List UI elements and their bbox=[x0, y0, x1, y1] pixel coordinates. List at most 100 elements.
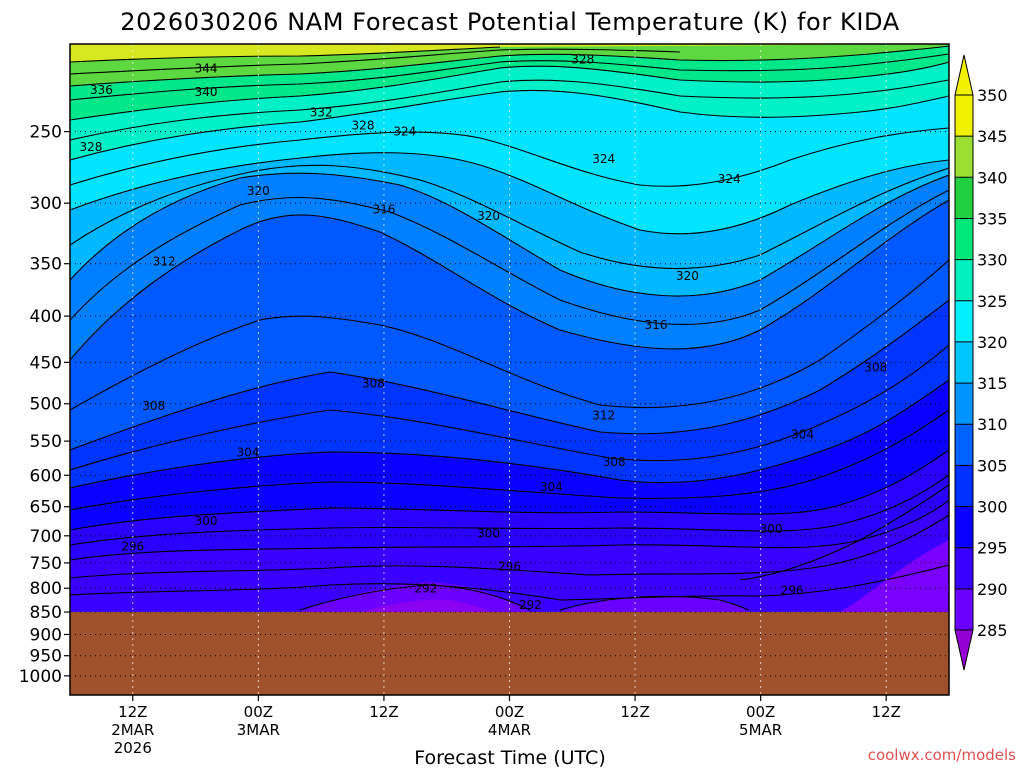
x-tick-label: 12Z bbox=[872, 703, 901, 721]
contour-label: 324 bbox=[393, 125, 416, 139]
y-tick-label: 650 bbox=[30, 498, 62, 518]
colorbar-label: 305 bbox=[977, 456, 1008, 475]
contour-label: 292 bbox=[519, 598, 542, 612]
colorbar-top-arrow bbox=[954, 54, 974, 96]
colorbar-segment bbox=[955, 588, 973, 630]
contour-label: 340 bbox=[195, 85, 218, 99]
x-tick-label: 12Z bbox=[369, 703, 398, 721]
colorbar-segment bbox=[955, 136, 973, 178]
cold-pool-4 bbox=[840, 540, 949, 612]
chart-title: 2026030206 NAM Forecast Potential Temper… bbox=[120, 8, 899, 36]
contour-label: 296 bbox=[121, 539, 144, 553]
contour-label: 312 bbox=[592, 408, 615, 422]
contour-label: 312 bbox=[153, 254, 176, 268]
cold-pool-2 bbox=[360, 599, 490, 612]
vertical-grid bbox=[132, 44, 887, 695]
contour-label: 320 bbox=[676, 269, 699, 283]
contour-label: 316 bbox=[372, 203, 395, 217]
x-tick-label: 00Z bbox=[244, 703, 273, 721]
x-tick-label: 5MAR bbox=[739, 721, 782, 739]
x-tick-label: 00Z bbox=[746, 703, 775, 721]
colorbar-label: 290 bbox=[977, 580, 1008, 599]
y-tick-label: 950 bbox=[30, 647, 62, 667]
x-axis-label: Forecast Time (UTC) bbox=[414, 747, 605, 768]
contour-label: 304 bbox=[791, 428, 814, 442]
contour-label: 300 bbox=[477, 527, 500, 541]
colorbar-segment bbox=[955, 95, 973, 137]
credit-text: coolwx.com/models bbox=[868, 746, 1016, 764]
colorbar-segment bbox=[955, 300, 973, 342]
contour-label: 296 bbox=[781, 584, 804, 598]
x-tick-label: 4MAR bbox=[488, 721, 531, 739]
y-tick-label: 800 bbox=[30, 579, 62, 599]
contour-label: 308 bbox=[362, 377, 385, 391]
contour-labels: 344 336 340 332 328 324 328 328 324 324 320 316 320 3… bbox=[79, 52, 887, 612]
contour-label: 300 bbox=[195, 514, 218, 528]
contour-label: 320 bbox=[247, 184, 270, 198]
colorbar-segment bbox=[955, 218, 973, 260]
colorbar-label: 335 bbox=[977, 209, 1008, 228]
x-tick-label: 3MAR bbox=[237, 721, 280, 739]
contour-label: 324 bbox=[592, 152, 615, 166]
y-tick-label: 250 bbox=[30, 123, 62, 143]
y-axis: 2503003504004505005506006507007508008509… bbox=[19, 123, 70, 687]
contour-label: 328 bbox=[352, 118, 375, 132]
colorbar-label: 340 bbox=[977, 168, 1008, 187]
contour-label: 304 bbox=[540, 480, 563, 494]
y-tick-label: 450 bbox=[30, 353, 62, 373]
y-tick-label: 850 bbox=[30, 603, 62, 623]
contour-label: 324 bbox=[718, 172, 741, 186]
y-tick-label: 500 bbox=[30, 395, 62, 415]
contour-label: 304 bbox=[236, 445, 259, 459]
cold-pool-3 bbox=[560, 595, 748, 612]
colorbar-bottom-arrow bbox=[954, 629, 974, 671]
colorbar-segment bbox=[955, 341, 973, 384]
contour-lines bbox=[70, 45, 949, 611]
y-tick-label: 1000 bbox=[19, 667, 62, 687]
colorbar-label: 325 bbox=[977, 292, 1008, 311]
contour-label: 308 bbox=[142, 399, 165, 413]
y-tick-label: 300 bbox=[30, 194, 62, 214]
colorbar-label: 310 bbox=[977, 415, 1008, 434]
colorbar-label: 315 bbox=[977, 374, 1008, 393]
contour-label: 328 bbox=[571, 52, 594, 66]
colorbar-label: 285 bbox=[977, 621, 1008, 640]
contour-label: 300 bbox=[760, 522, 783, 536]
contour-label: 320 bbox=[477, 209, 500, 223]
colorbar-label: 330 bbox=[977, 251, 1008, 270]
colorbar-label: 320 bbox=[977, 333, 1008, 352]
colorbar: 285 290 295 300 305 310 315 320 325 330 335 340 345 3… bbox=[954, 54, 1008, 671]
plot-area: 344 336 340 332 328 324 328 328 324 324 320 316 320 3… bbox=[70, 44, 949, 695]
y-tick-label: 700 bbox=[30, 527, 62, 547]
colorbar-segment bbox=[955, 177, 973, 219]
colorbar-segment bbox=[955, 547, 973, 589]
colorbar-label: 300 bbox=[977, 498, 1008, 517]
colorbar-label: 350 bbox=[977, 86, 1008, 105]
contour-label: 308 bbox=[864, 361, 887, 375]
contour-label: 308 bbox=[603, 455, 626, 469]
contour-label: 292 bbox=[414, 582, 437, 596]
x-tick-label: 2026 bbox=[114, 739, 152, 757]
band-344 bbox=[70, 44, 949, 62]
x-tick-label: 2MAR bbox=[111, 721, 154, 739]
colorbar-segment bbox=[955, 383, 973, 425]
ground-terrain bbox=[70, 612, 949, 695]
y-tick-label: 350 bbox=[30, 255, 62, 275]
cold-pool-1 bbox=[300, 582, 530, 612]
contour-label: 344 bbox=[195, 62, 218, 76]
y-tick-label: 600 bbox=[30, 466, 62, 486]
contour-label: 332 bbox=[310, 105, 333, 119]
contour-label: 328 bbox=[79, 140, 102, 154]
y-tick-label: 550 bbox=[30, 432, 62, 452]
colorbar-segment bbox=[955, 465, 973, 507]
x-tick-label: 12Z bbox=[118, 703, 147, 721]
colorbar-segment bbox=[955, 424, 973, 466]
colorbar-label: 295 bbox=[977, 539, 1008, 558]
y-tick-label: 900 bbox=[30, 625, 62, 645]
contour-label: 316 bbox=[645, 318, 668, 332]
y-tick-label: 400 bbox=[30, 307, 62, 327]
colorbar-segment bbox=[955, 259, 973, 301]
colorbar-segment bbox=[955, 506, 973, 548]
